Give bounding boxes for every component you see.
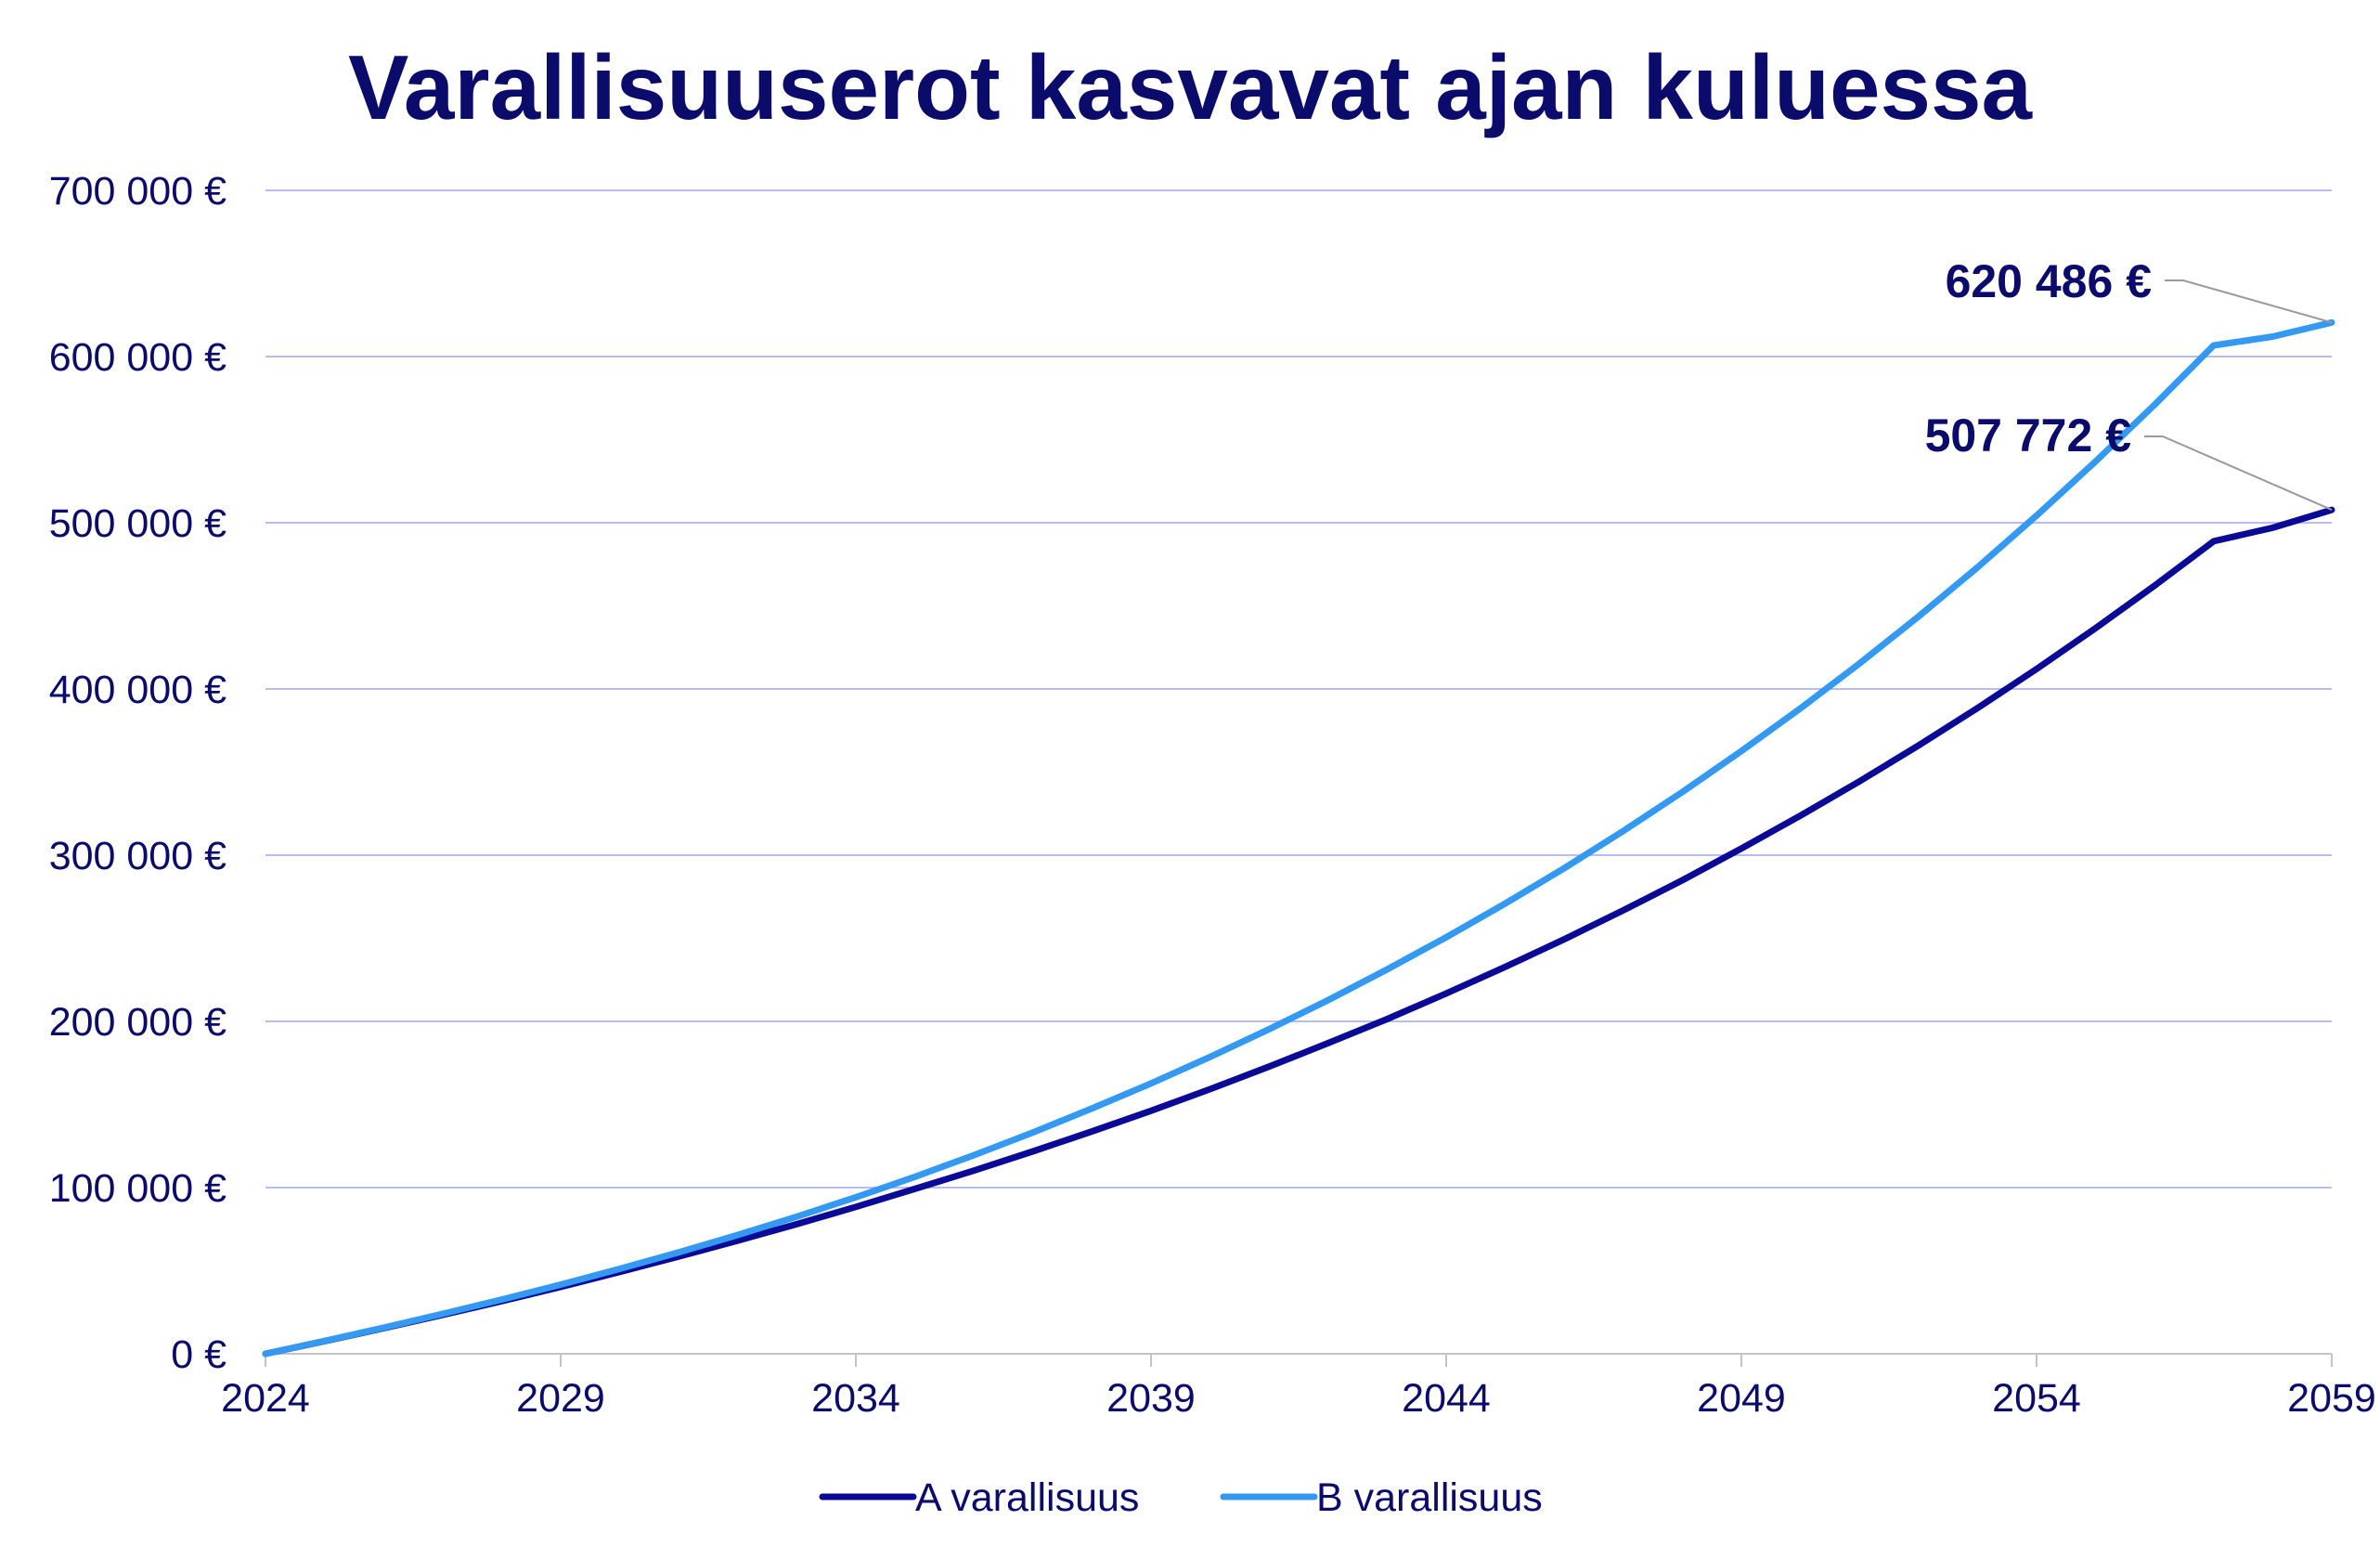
series-line <box>262 506 2335 1358</box>
chart-title: Varallisuuserot kasvavat ajan kuluessa <box>347 36 2033 138</box>
data-label: 507 772 € <box>1925 409 2131 461</box>
series-a-varallisuus <box>262 506 2335 1358</box>
y-axis-tick-labels: 0 € 100 000 € 200 000 € 300 000 € 400 000 € 5… <box>49 169 226 1377</box>
legend-item[interactable]: A varallisuus <box>819 1475 1139 1520</box>
data-label-leader <box>2165 279 2333 324</box>
y-tick-label: 200 000 € <box>49 1000 226 1045</box>
legend-label: A varallisuus <box>915 1475 1139 1520</box>
x-tick-label: 2034 <box>811 1376 900 1421</box>
x-tick-label: 2044 <box>1402 1376 1491 1421</box>
y-tick-label: 500 000 € <box>49 501 226 546</box>
x-tick-label: 2024 <box>221 1376 310 1421</box>
data-labels: 507 772 € 620 486 € <box>1925 255 2333 512</box>
series-b-varallisuus <box>262 318 2335 1358</box>
data-label: 620 486 € <box>1946 255 2152 307</box>
y-tick-label: 700 000 € <box>49 169 226 214</box>
series-layer <box>262 318 2335 1358</box>
x-tick-label: 2059 <box>2287 1376 2376 1421</box>
x-tick-label: 2029 <box>516 1376 605 1421</box>
y-tick-label: 400 000 € <box>49 668 226 712</box>
y-tick-label: 600 000 € <box>49 335 226 380</box>
legend-item[interactable]: B varallisuus <box>1220 1475 1543 1520</box>
series-line <box>262 318 2335 1358</box>
legend[interactable]: A varallisuus B varallisuus <box>819 1475 1543 1520</box>
x-axis: 2024 2029 2034 2039 2044 2049 2054 2059 <box>221 1353 2376 1421</box>
y-tick-label: 300 000 € <box>49 834 226 878</box>
y-tick-label: 100 000 € <box>49 1166 226 1211</box>
legend-label: B varallisuus <box>1316 1475 1543 1520</box>
x-tick-label: 2054 <box>1992 1376 2081 1421</box>
x-tick-label: 2049 <box>1697 1376 1786 1421</box>
x-tick-label: 2039 <box>1106 1376 1196 1421</box>
gridlines <box>265 189 2332 1189</box>
data-label-leader <box>2144 435 2333 512</box>
y-tick-label: 0 € <box>171 1332 226 1377</box>
